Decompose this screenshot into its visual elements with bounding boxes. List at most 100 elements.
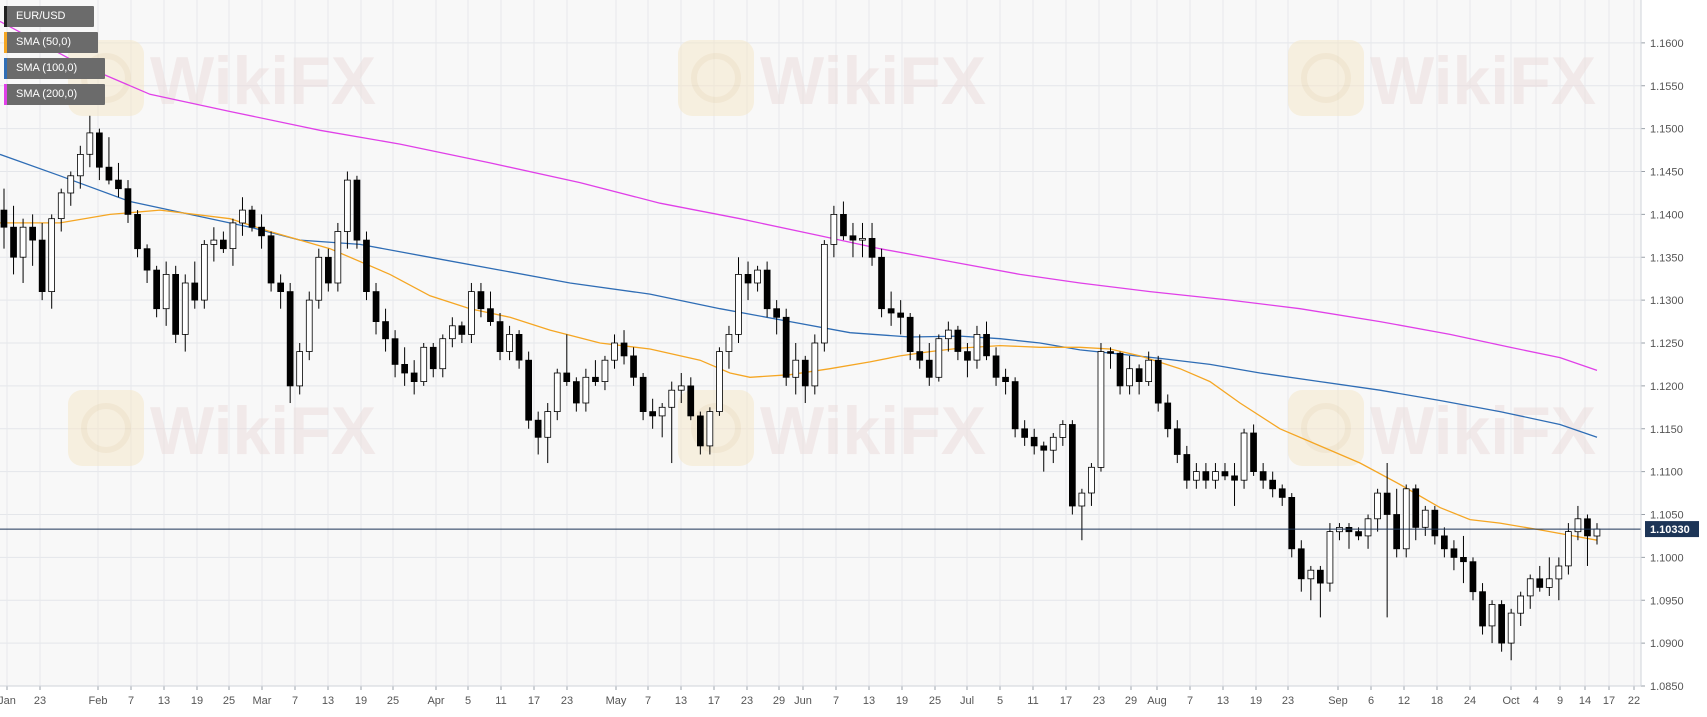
time-tick-label: Mar	[253, 695, 272, 707]
candle-body-down	[372, 291, 380, 323]
candle	[582, 368, 590, 412]
candle-body-up	[792, 359, 800, 378]
candle-body-up	[439, 338, 447, 370]
candle-body-down	[1383, 492, 1391, 515]
time-tick-label: 7	[128, 695, 134, 707]
candle	[849, 222, 857, 258]
candle	[0, 188, 8, 249]
candle-body-up	[553, 372, 561, 412]
candle	[277, 274, 285, 309]
candle-body-down	[1183, 454, 1191, 481]
candle	[439, 334, 447, 378]
candle	[477, 282, 485, 318]
candle	[515, 330, 523, 369]
candle	[143, 244, 151, 283]
candle-body-down	[1011, 381, 1019, 430]
candle	[801, 355, 809, 404]
price-axis: 1.1600 1.1550 1.1500 1.1450 1.1400 1.1350 1.13…	[1641, 38, 1699, 693]
candle	[1326, 523, 1334, 592]
time-tick-label: 17	[1603, 695, 1615, 707]
candle	[1212, 463, 1219, 489]
candle-body-up	[830, 213, 838, 245]
candle	[592, 360, 599, 386]
candle-body-down	[1116, 352, 1124, 387]
candle	[1135, 364, 1143, 395]
time-tick-label: Jul	[960, 695, 974, 707]
candle-body-up	[601, 359, 609, 383]
price-tick-label: 1.1600	[1650, 38, 1684, 50]
candle-body-up	[677, 385, 685, 391]
current-price-label: 1.10330	[1650, 524, 1690, 536]
candle-body-down	[124, 188, 132, 215]
candle-body-up	[1097, 351, 1105, 468]
candle-body-up	[315, 256, 323, 301]
candle	[725, 325, 733, 369]
time-tick-label: 6	[1368, 695, 1374, 707]
candle	[964, 343, 971, 378]
sma-200-line	[0, 20, 1598, 372]
legend-symbol[interactable]: EUR/USD	[4, 6, 94, 27]
candle	[296, 343, 304, 395]
candle	[773, 300, 781, 335]
time-axis: Jan 23 Feb 7 13 19 25 Mar 7 13 19 25 Apr 5 11 17 23 May 7 1…	[0, 686, 1640, 707]
candle-body-down	[801, 359, 809, 387]
candle	[1421, 505, 1429, 536]
candle-body-down	[782, 316, 790, 378]
candle	[1278, 484, 1286, 506]
time-tick-label: 17	[1060, 695, 1072, 707]
candle	[1393, 488, 1400, 558]
candle	[639, 373, 647, 421]
candle-body-down	[286, 291, 294, 387]
candle-body-down	[1469, 561, 1477, 593]
price-tick-label: 1.1550	[1650, 81, 1684, 93]
candle	[1374, 488, 1381, 532]
price-tick-label: 1.0900	[1650, 638, 1684, 650]
candle	[29, 214, 37, 266]
candle-body-down	[1259, 471, 1267, 481]
symbol-swatch	[4, 6, 7, 27]
candle-body-down	[324, 256, 332, 284]
candle	[697, 411, 704, 455]
candle	[1154, 355, 1162, 412]
candle	[239, 197, 246, 236]
candle-body-down	[897, 312, 905, 318]
price-tick-label: 1.1200	[1650, 381, 1684, 393]
candle-body-up	[1059, 424, 1067, 438]
watermark-logo-ring	[1301, 53, 1351, 103]
candle-body-down	[1431, 509, 1439, 537]
time-tick-label: 23	[741, 695, 753, 707]
candle	[945, 321, 952, 352]
candle-body-up	[1488, 604, 1496, 627]
candle	[86, 115, 94, 168]
candle-body-down	[1355, 531, 1362, 537]
candle-body-up	[1402, 488, 1410, 550]
candle-body-up	[1193, 471, 1200, 481]
legend-sma-50[interactable]: SMA (50,0)	[4, 32, 98, 53]
candle	[906, 312, 914, 361]
candle-body-down	[143, 248, 151, 271]
candle	[172, 265, 179, 343]
candle	[506, 325, 513, 361]
time-tick-label: 29	[1125, 695, 1137, 707]
watermark-text: WikiFX	[150, 43, 376, 119]
time-tick-label: 25	[387, 695, 399, 707]
candle	[878, 248, 885, 318]
time-tick-label: 25	[223, 695, 235, 707]
candle	[925, 343, 933, 386]
legend-sma-100[interactable]: SMA (100,0)	[4, 58, 105, 79]
candle-body-down	[887, 308, 895, 314]
legend-sma-200[interactable]: SMA (200,0)	[4, 84, 105, 105]
time-tick-label: 25	[929, 695, 941, 707]
candle	[19, 218, 27, 283]
candle-body-down	[267, 235, 275, 284]
candle-body-up	[1212, 471, 1219, 481]
candle-body-down	[1154, 359, 1162, 404]
candle	[1126, 355, 1133, 395]
watermark-logo-ring	[691, 53, 741, 103]
price-tick-label: 1.1100	[1650, 467, 1683, 479]
candle-body-down	[191, 282, 199, 301]
candle-body-up	[1517, 595, 1524, 614]
candle	[716, 347, 723, 416]
